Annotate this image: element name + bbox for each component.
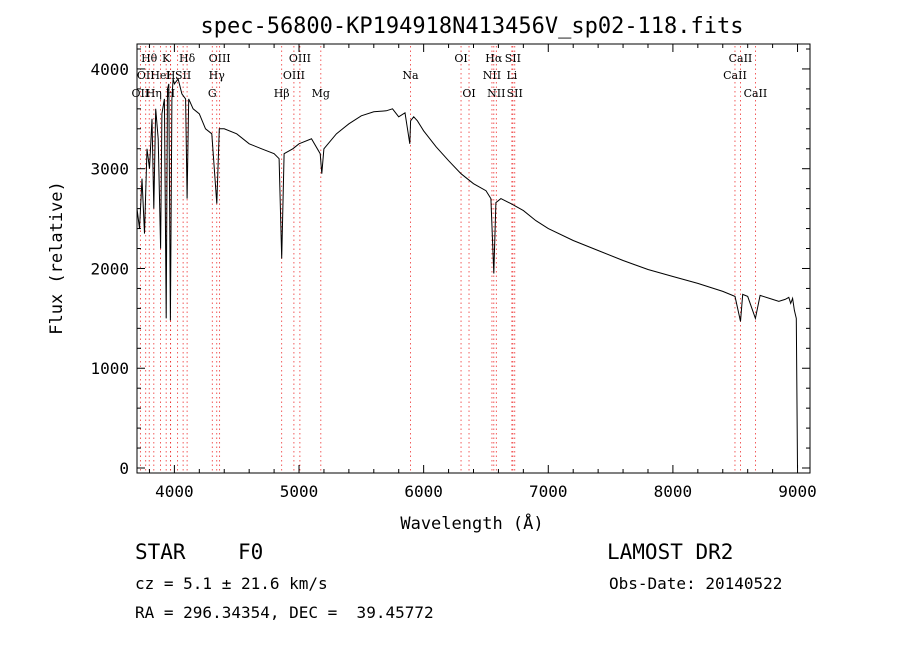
object-class: STAR: [135, 540, 186, 564]
plot-frame: [136, 43, 811, 474]
line-label: CaII: [723, 69, 747, 82]
x-tick-label: 8000: [654, 482, 693, 501]
x-tick-label: 7000: [529, 482, 568, 501]
line-labels: OIIOIIHθHηHeIKHHHδSIIGHγOIIIHβOIIIOIIIMg…: [132, 52, 768, 100]
line-label: Hβ: [274, 87, 290, 100]
line-label: Hθ: [141, 52, 158, 65]
line-label: SII: [175, 69, 191, 82]
line-label: Li: [506, 69, 517, 82]
line-label: OI: [462, 87, 475, 100]
line-label: HeI: [150, 69, 170, 82]
y-axis: 0 1000 2000 3000 4000: [90, 48, 810, 478]
line-label: CaII: [744, 87, 768, 100]
line-label: SII: [505, 52, 521, 65]
line-label: OIII: [289, 52, 311, 65]
line-label: G: [208, 87, 217, 100]
y-tick-label: 4000: [90, 60, 129, 79]
y-tick-label: 3000: [90, 160, 129, 179]
line-label: H: [166, 69, 176, 82]
redshift-velocity: cz = 5.1 ± 21.6 km/s: [135, 574, 328, 593]
y-tick-label: 2000: [90, 259, 129, 278]
line-label: NII: [483, 69, 501, 82]
x-tick-label: 4000: [155, 482, 194, 501]
line-label: OIII: [283, 69, 305, 82]
object-subclass: F0: [238, 540, 264, 564]
y-tick-label: 1000: [90, 359, 129, 378]
line-label: Hα: [485, 52, 503, 65]
line-label: SII: [507, 87, 523, 100]
line-markers: [139, 46, 756, 473]
y-tick-label: 0: [119, 459, 129, 478]
line-label: CaII: [729, 52, 753, 65]
x-tick-label: 5000: [280, 482, 319, 501]
x-tick-label: 6000: [404, 482, 443, 501]
line-label: OII: [132, 87, 150, 100]
line-label: K: [162, 52, 171, 65]
observation-date: Obs-Date: 20140522: [609, 574, 783, 593]
x-axis: 4000 5000 6000 7000 8000 9000: [148, 44, 817, 501]
line-label: H: [166, 87, 176, 100]
coordinates: RA = 296.34354, DEC = 39.45772: [135, 603, 434, 622]
survey-name: LAMOST DR2: [607, 540, 734, 564]
line-label: OII: [137, 69, 155, 82]
line-label: Hγ: [209, 69, 226, 82]
line-label: OI: [454, 52, 467, 65]
line-label: Mg: [312, 87, 330, 100]
x-axis-label: Wavelength (Å): [400, 512, 543, 534]
chart-title: spec-56800-KP194918N413456V_sp02-118.fit…: [200, 14, 743, 39]
line-label: Hδ: [179, 52, 196, 65]
y-axis-label: Flux (relative): [47, 181, 67, 335]
line-label: NII: [487, 87, 505, 100]
line-label: OIII: [209, 52, 231, 65]
line-label: Hη: [146, 87, 162, 100]
x-tick-label: 9000: [778, 482, 817, 501]
spectrum-series-line: [136, 77, 798, 469]
line-label: Na: [402, 69, 419, 82]
